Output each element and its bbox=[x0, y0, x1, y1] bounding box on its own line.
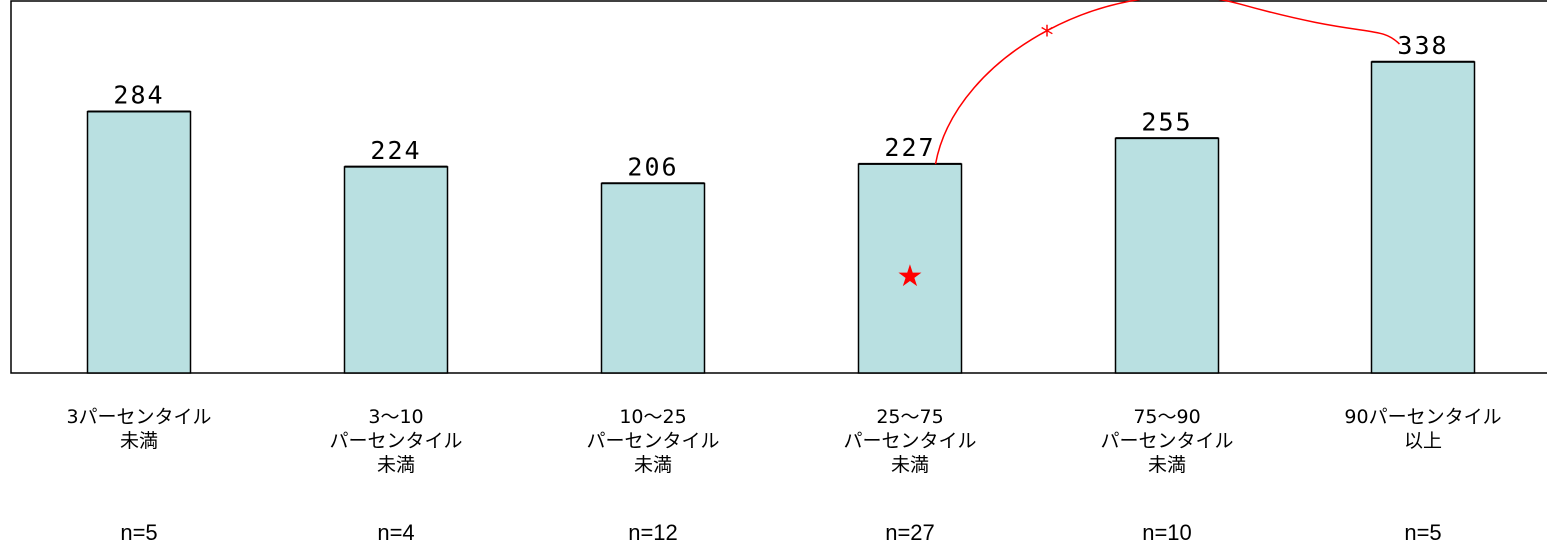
bar-4 bbox=[1114, 137, 1220, 374]
category-label-2-line-2: 未満 bbox=[634, 454, 672, 476]
plot-area-frame bbox=[10, 0, 1547, 374]
category-label-0-line-0: 3パーセンタイル bbox=[66, 406, 211, 428]
bar-5 bbox=[1370, 61, 1476, 374]
category-label-4-line-2: 未満 bbox=[1148, 454, 1186, 476]
value-label-3: 227 bbox=[884, 133, 935, 162]
significance-arc bbox=[934, 0, 1401, 165]
category-label-2-line-0: 10〜25 bbox=[619, 406, 686, 428]
value-labels-group: 284 224 206 227 255 338 bbox=[87, 31, 1475, 184]
annotation-group: *★ bbox=[897, 0, 1401, 294]
category-labels-group: 3パーセンタイル未満3〜10パーセンタイル未満10〜25パーセンタイル未満25〜… bbox=[66, 406, 1501, 476]
sample-size-label-2: n=12 bbox=[628, 520, 678, 543]
value-label-0: 284 bbox=[113, 81, 164, 110]
category-label-4-line-0: 75〜90 bbox=[1133, 406, 1200, 428]
category-label-5-line-1: 以上 bbox=[1404, 430, 1442, 452]
category-label-3-line-1: パーセンタイル bbox=[843, 430, 976, 452]
category-label-1-line-1: パーセンタイル bbox=[329, 430, 462, 452]
sample-size-labels-group: n=5 n=4 n=12 n=27 n=10 n=5 bbox=[120, 520, 1441, 543]
sample-size-label-5: n=5 bbox=[1404, 520, 1441, 543]
category-label-1-line-0: 3〜10 bbox=[368, 406, 423, 428]
value-label-5: 338 bbox=[1397, 31, 1448, 60]
sample-size-label-3: n=27 bbox=[885, 520, 935, 543]
value-label-1: 224 bbox=[370, 136, 421, 165]
category-label-4-line-1: パーセンタイル bbox=[1100, 430, 1233, 452]
significance-asterisk: * bbox=[1041, 21, 1054, 51]
bar-1 bbox=[343, 166, 449, 374]
sample-size-label-0: n=5 bbox=[120, 520, 157, 543]
category-label-2-line-1: パーセンタイル bbox=[586, 430, 719, 452]
bar-3 bbox=[857, 163, 963, 374]
sample-size-label-1: n=4 bbox=[377, 520, 414, 543]
bar-0 bbox=[86, 110, 192, 374]
sample-size-label-4: n=10 bbox=[1142, 520, 1192, 543]
category-label-3-line-0: 25〜75 bbox=[876, 406, 943, 428]
category-label-1-line-2: 未満 bbox=[377, 454, 415, 476]
reference-star-marker: ★ bbox=[897, 259, 924, 294]
bar-2 bbox=[600, 182, 706, 374]
bars-group bbox=[86, 61, 1476, 374]
value-label-2: 206 bbox=[627, 152, 678, 181]
category-label-5-line-0: 90パーセンタイル bbox=[1344, 406, 1501, 428]
value-label-4: 255 bbox=[1141, 107, 1192, 136]
category-label-3-line-2: 未満 bbox=[891, 454, 929, 476]
category-label-0-line-1: 未満 bbox=[120, 430, 158, 452]
